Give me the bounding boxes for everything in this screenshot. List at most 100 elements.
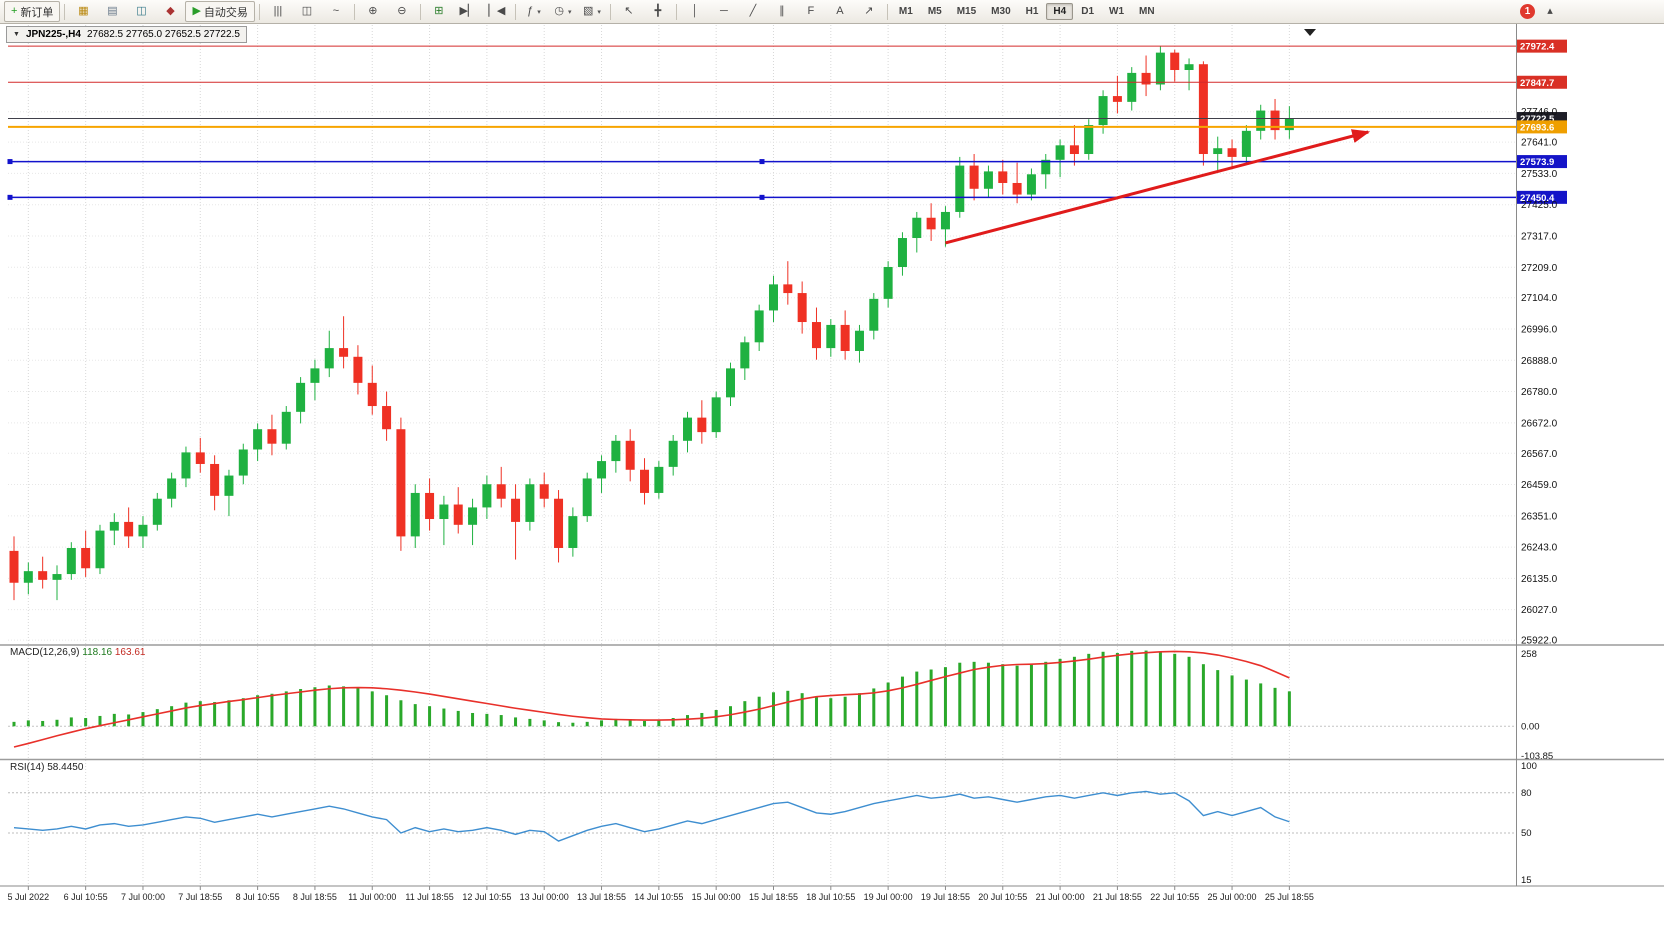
fibonacci-button[interactable]: F: [797, 1, 825, 22]
macd-histogram-bar: [714, 710, 718, 727]
macd-histogram-bar: [943, 667, 947, 727]
channel-button[interactable]: ∥: [768, 1, 796, 22]
candle: [726, 368, 735, 398]
candle: [468, 507, 478, 525]
time-label: 11 Jul 00:00: [348, 892, 396, 902]
line-selection-handle: [759, 159, 765, 165]
text-icon: A: [836, 5, 844, 17]
macd-histogram-bar: [958, 662, 962, 727]
toolbar-overflow-button[interactable]: ▴: [1536, 1, 1564, 22]
time-label: 12 Jul 10:55: [462, 892, 511, 902]
periods-button[interactable]: ◷ ▾: [549, 1, 577, 22]
macd-histogram-bar: [571, 722, 575, 727]
templates-icon: ▧: [582, 5, 594, 17]
indicators-button[interactable]: ƒ ▾: [520, 1, 548, 22]
price-badge-label: 27693.6: [1520, 122, 1554, 133]
candle: [539, 484, 549, 499]
macd-histogram-bar: [356, 688, 360, 727]
macd-histogram-bar: [800, 693, 804, 727]
dropdown-arrow-icon: ▾: [567, 8, 572, 16]
macd-histogram-bar: [514, 717, 518, 727]
rsi-scale-label: 80: [1521, 788, 1532, 799]
crosshair-button[interactable]: ╋: [644, 1, 672, 22]
arrows-button[interactable]: ↗: [855, 1, 883, 22]
metaeditor-button[interactable]: ◆: [156, 1, 184, 22]
templates-button[interactable]: ▧ ▾: [578, 1, 606, 22]
macd-histogram-bar: [843, 696, 847, 727]
candle: [195, 452, 205, 464]
auto-trading-button[interactable]: ▶ 自动交易: [185, 1, 255, 22]
macd-histogram-bar: [1144, 650, 1148, 727]
line-chart-button[interactable]: ~: [322, 1, 350, 22]
timeframe-h1-button[interactable]: H1: [1025, 6, 1039, 17]
new-chart-button[interactable]: ▦: [69, 1, 97, 22]
auto-scroll-icon: ▶▏: [459, 5, 477, 17]
macd-histogram-bar: [41, 720, 45, 727]
macd-histogram-bar: [1244, 679, 1248, 727]
zoom-in-button[interactable]: ⊕: [359, 1, 387, 22]
text-button[interactable]: A: [826, 1, 854, 22]
macd-histogram-bar: [743, 701, 747, 727]
trendline-icon: ╱: [749, 5, 757, 17]
rsi-scale-label: 15: [1521, 875, 1532, 886]
candle: [339, 348, 349, 357]
time-label: 7 Jul 18:55: [178, 892, 222, 902]
timeframe-mn-button[interactable]: MN: [1139, 6, 1155, 17]
macd-scale-label: 0.00: [1521, 721, 1540, 732]
toolbar-overflow-icon: ▴: [1547, 5, 1553, 17]
notification-badge[interactable]: 1: [1520, 4, 1535, 19]
fibonacci-icon: F: [807, 5, 815, 17]
bar-chart-button[interactable]: |||: [264, 1, 292, 22]
candle: [1055, 145, 1065, 160]
timeframe-d1-button[interactable]: D1: [1081, 6, 1095, 17]
timeframe-m5-button[interactable]: M5: [927, 6, 942, 17]
new-order-button[interactable]: + 新订单: [4, 1, 61, 22]
market-watch-button[interactable]: ◫: [127, 1, 155, 22]
candle: [568, 516, 578, 548]
macd-histogram-bar: [1259, 683, 1263, 727]
candle: [425, 492, 435, 520]
candle: [138, 524, 148, 537]
macd-histogram-bar: [872, 688, 876, 727]
timeframe-h4-button[interactable]: H4: [1046, 3, 1074, 20]
tile-windows-icon: ⊞: [434, 5, 444, 17]
profiles-button[interactable]: ▤: [98, 1, 126, 22]
chart-menu-icon[interactable]: ▼: [13, 31, 20, 38]
rsi-scale-label: 50: [1521, 828, 1532, 839]
vertical-line-button[interactable]: │: [681, 1, 709, 22]
cursor-button[interactable]: ↖: [615, 1, 643, 22]
macd-histogram-bar: [184, 702, 188, 727]
timeframe-m15-button[interactable]: M15: [956, 6, 977, 17]
chart-title-tab[interactable]: ▼ JPN225-,H4 27682.5 27765.0 27652.5 277…: [6, 26, 247, 43]
timeframe-m1-button[interactable]: M1: [898, 6, 913, 17]
time-scale[interactable]: 5 Jul 2022 6 Jul 10:55 7 Jul 00:00 7 Jul 18…: [0, 885, 1664, 902]
candle: [983, 171, 993, 189]
horizontal-line-button[interactable]: ─: [710, 1, 738, 22]
chart-shift-button[interactable]: ▏◀: [483, 1, 511, 22]
auto-scroll-button[interactable]: ▶▏: [454, 1, 482, 22]
panel-separators[interactable]: [0, 24, 1664, 886]
macd-histogram-bar: [84, 718, 88, 727]
candle: [367, 382, 377, 407]
zoom-out-button[interactable]: ⊖: [388, 1, 416, 22]
macd-histogram-bar: [1173, 653, 1177, 727]
tile-windows-button[interactable]: ⊞: [425, 1, 453, 22]
timeframe-m30-button[interactable]: M30: [991, 6, 1011, 17]
price-tick-label: 26243.0: [1521, 543, 1558, 554]
time-label: 18 Jul 10:55: [806, 892, 855, 902]
candle: [253, 429, 263, 450]
candle: [1170, 52, 1180, 71]
price-shift-marker[interactable]: [1304, 29, 1316, 36]
candle: [754, 310, 764, 343]
timeframe-w1-button[interactable]: W1: [1109, 6, 1125, 17]
candle: [897, 238, 907, 267]
macd-histogram-bar: [1015, 665, 1019, 727]
hlines-layer[interactable]: [7, 45, 1517, 200]
candle: [81, 547, 91, 569]
candlestick-chart-button[interactable]: ◫: [293, 1, 321, 22]
trendline-button[interactable]: ╱: [739, 1, 767, 22]
trend-arrow[interactable]: [945, 129, 1371, 245]
zoom-out-icon: ⊖: [397, 5, 407, 17]
